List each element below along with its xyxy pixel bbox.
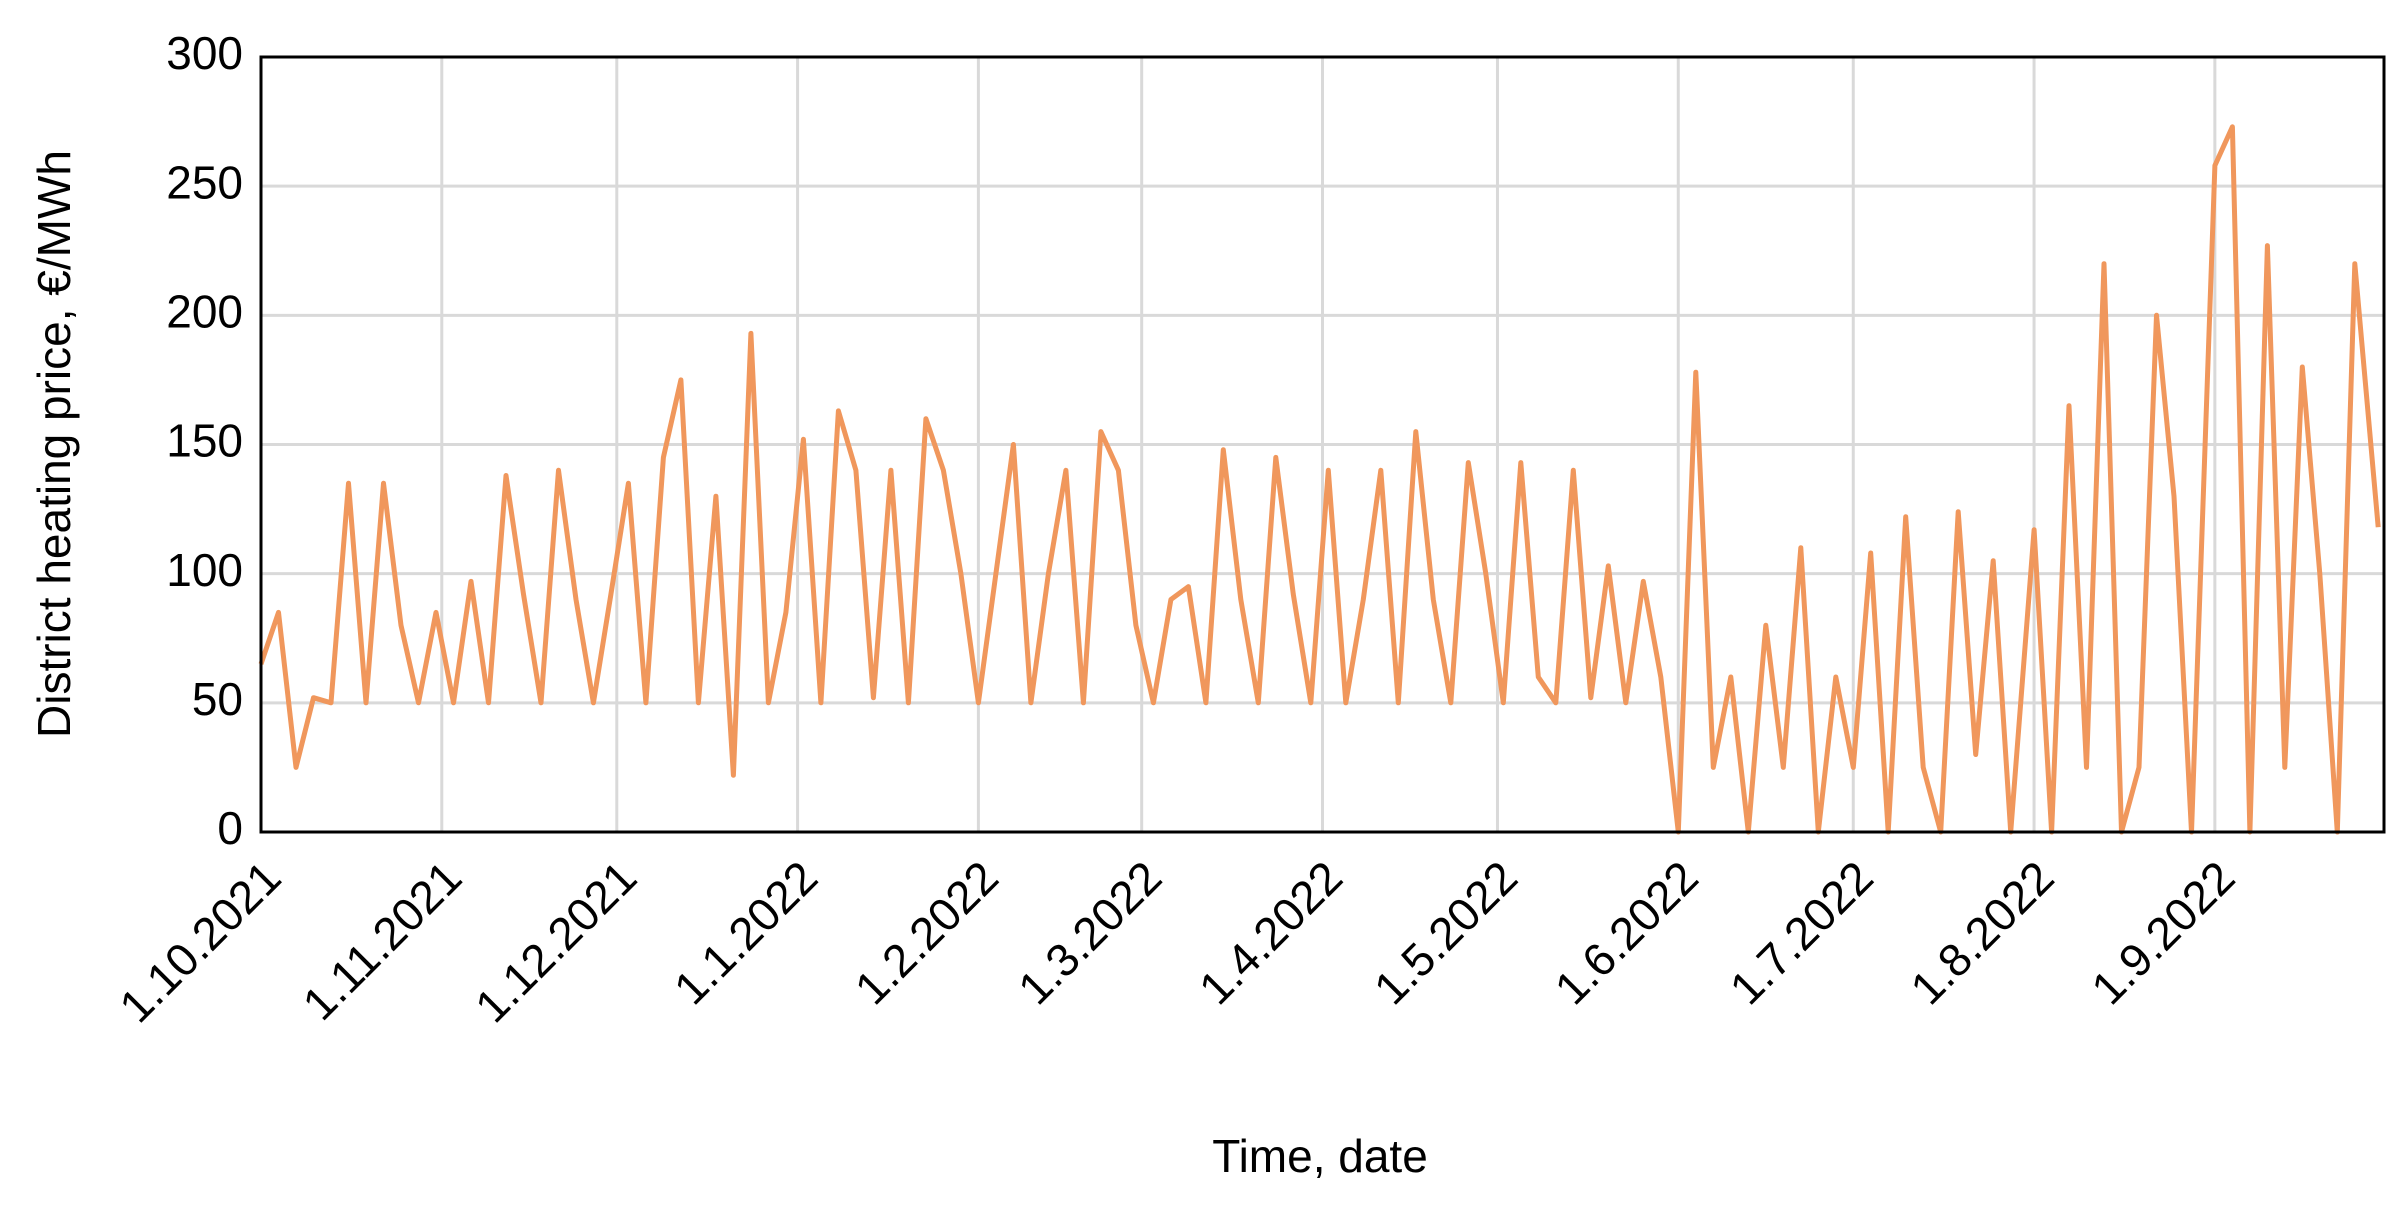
x-tick-label: 1.7.2022 [1720,851,1883,1014]
plot-border [259,55,2386,834]
y-tick-label: 50 [192,673,243,725]
y-tick-label: 250 [166,156,243,208]
x-tick-label: 1.11.2021 [292,851,471,1030]
x-tick-label: 1.1.2022 [664,851,827,1014]
y-tick-label: 200 [166,285,243,337]
y-axis-label: District heating price, €/MWh [28,150,80,738]
x-tick-label: 1.9.2022 [2081,851,2244,1014]
x-tick-label: 1.3.2022 [1008,851,1171,1014]
x-tick-label: 1.8.2022 [1900,851,2063,1014]
x-tick-label: 1.10.2021 [109,851,290,1032]
x-axis-label: Time, date [1212,1130,1428,1182]
x-tick-label: 1.2.2022 [845,851,1008,1014]
x-tick-label: 1.12.2021 [465,851,646,1032]
y-tick-label: 300 [166,27,243,79]
y-tick-label: 0 [217,802,243,854]
y-tick-label: 100 [166,544,243,596]
x-tick-label: 1.6.2022 [1545,851,1708,1014]
x-tick-label: 1.5.2022 [1364,851,1527,1014]
y-tick-label: 150 [166,415,243,467]
x-tick-label: 1.4.2022 [1189,851,1352,1014]
data-line [258,124,2381,835]
